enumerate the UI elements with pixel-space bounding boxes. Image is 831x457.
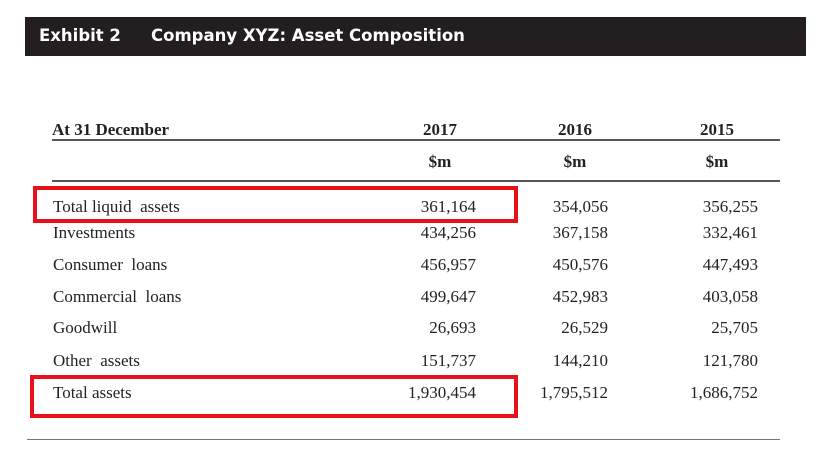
- row-value-2017: 26,693: [429, 318, 476, 337]
- row-value-2015: 121,780: [702, 351, 758, 370]
- column-unit-2016: $m: [563, 152, 587, 171]
- row-value-2015: 1,686,752: [690, 383, 758, 402]
- row-label: Consumer loans: [53, 255, 168, 274]
- row-label: Goodwill: [53, 318, 118, 337]
- table-row: Goodwill 26,693 26,529 25,705: [0, 318, 831, 342]
- column-year-2015: 2015: [700, 120, 734, 139]
- exhibit-header-bar: Exhibit 2 Company XYZ: Asset Composition: [25, 17, 806, 56]
- row-label: Total liquid assets: [53, 197, 180, 216]
- table-row: Total assets 1,930,454 1,795,512 1,686,752: [0, 383, 831, 407]
- row-label: Other assets: [53, 351, 140, 370]
- table-row: Total liquid assets 361,164 354,056 356,255: [0, 197, 831, 221]
- row-value-2017: 361,164: [420, 197, 476, 216]
- column-unit-2017: $m: [428, 152, 452, 171]
- column-year-2017: 2017: [423, 120, 457, 139]
- row-value-2015: 447,493: [702, 255, 758, 274]
- row-value-2016: 367,158: [552, 223, 608, 242]
- column-year-2016: 2016: [558, 120, 592, 139]
- exhibit-number: Exhibit 2: [39, 26, 121, 45]
- row-value-2015: 332,461: [702, 223, 758, 242]
- row-value-2017: 151,737: [420, 351, 476, 370]
- row-value-2015: 403,058: [702, 287, 758, 306]
- header-divider: [52, 139, 780, 141]
- header-label: At 31 December: [52, 120, 170, 139]
- row-value-2017: 434,256: [420, 223, 476, 242]
- row-value-2016: 1,795,512: [540, 383, 608, 402]
- row-label: Investments: [53, 223, 136, 242]
- column-unit-2015: $m: [705, 152, 729, 171]
- row-value-2017: 499,647: [420, 287, 476, 306]
- row-value-2016: 452,983: [552, 287, 608, 306]
- row-value-2016: 144,210: [552, 351, 608, 370]
- row-value-2016: 354,056: [552, 197, 608, 216]
- row-value-2016: 450,576: [552, 255, 608, 274]
- highlight-box-total-assets: [30, 375, 518, 418]
- row-value-2017: 1,930,454: [408, 383, 476, 402]
- table-bottom-rule: [27, 439, 780, 440]
- row-value-2015: 356,255: [702, 197, 758, 216]
- table-row: Commercial loans 499,647 452,983 403,058: [0, 287, 831, 311]
- row-label: Total assets: [53, 383, 132, 402]
- table-row: Consumer loans 456,957 450,576 447,493: [0, 255, 831, 279]
- unit-divider: [52, 180, 780, 182]
- row-value-2016: 26,529: [561, 318, 608, 337]
- exhibit-title: Company XYZ: Asset Composition: [151, 26, 465, 45]
- row-value-2017: 456,957: [420, 255, 476, 274]
- table-row: Other assets 151,737 144,210 121,780: [0, 351, 831, 375]
- highlight-box-total-liquid-assets: [33, 186, 518, 223]
- row-label: Commercial loans: [53, 287, 182, 306]
- table-row: Investments 434,256 367,158 332,461: [0, 223, 831, 247]
- row-value-2015: 25,705: [711, 318, 758, 337]
